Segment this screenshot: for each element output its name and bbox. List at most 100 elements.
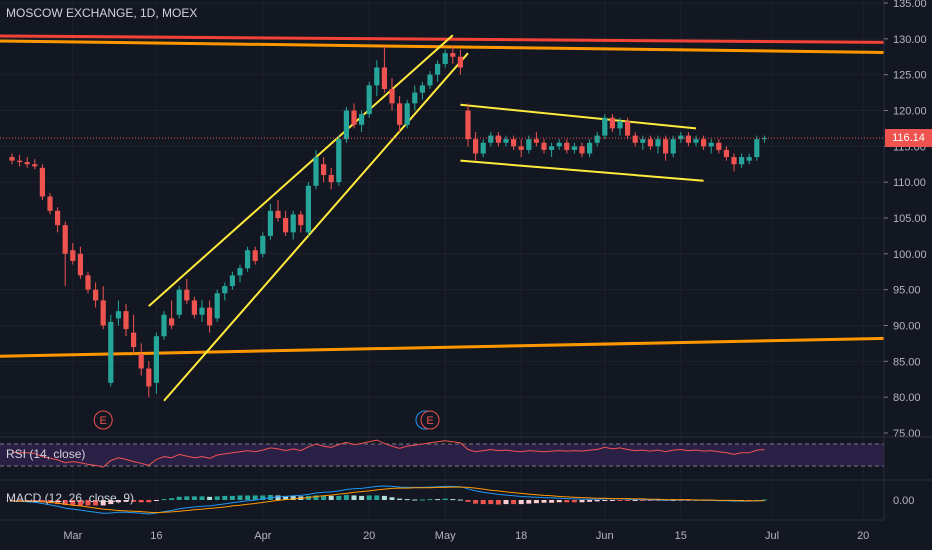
candle-46 (359, 110, 365, 132)
macd-histogram-bar-7 (62, 500, 68, 506)
candle-body (146, 368, 152, 387)
price-axis[interactable]: 75.00 80.00 85.00 90.00 95.00 100.00 105.00 110… (883, 0, 932, 550)
price-tick-label-6: 105.00 (893, 213, 927, 225)
candle-body (115, 311, 121, 319)
macd-histogram-bar-15 (123, 500, 129, 502)
candle-body (450, 53, 456, 57)
candle-body (138, 354, 144, 369)
time-tick-label-7: Jun (596, 530, 614, 542)
macd-histogram-bar-3 (32, 500, 38, 502)
macd-histogram-bar-21 (169, 498, 175, 500)
macd-pane[interactable] (9, 485, 767, 515)
candle-73 (564, 139, 570, 154)
candle-body (374, 67, 380, 86)
candle-15 (123, 304, 129, 337)
price-tick-label-4: 95.00 (893, 285, 921, 297)
candle-body (131, 332, 137, 347)
candle-body (298, 214, 304, 226)
candle-body (571, 146, 577, 150)
candle-body (93, 289, 99, 301)
time-tick-label-10: 20 (857, 530, 869, 542)
candle-body (609, 117, 615, 129)
macd-histogram-bar-37 (290, 495, 296, 500)
price-tick-label-10: 125.00 (893, 70, 927, 82)
candle-99 (761, 135, 767, 143)
candle-60 (465, 103, 471, 147)
candle-82 (632, 132, 638, 147)
rsi-label[interactable]: RSI (14, close) (6, 447, 86, 461)
candle-body (670, 139, 676, 154)
candle-body (381, 67, 387, 89)
macd-histogram-bar-8 (70, 500, 76, 506)
candle-77 (594, 132, 600, 147)
macd-histogram-bar-60 (465, 500, 471, 502)
candle-body (283, 218, 289, 233)
candle-51 (397, 96, 403, 132)
candle-9 (77, 246, 83, 279)
macd-histogram-bar-49 (381, 495, 387, 500)
rsi-line (11, 439, 765, 468)
candle-body (77, 253, 83, 276)
earnings-circle (420, 410, 440, 430)
candle-body (351, 110, 357, 125)
last-price-badge: 116.14 (885, 129, 932, 148)
candle-body (549, 146, 555, 150)
macd-histogram-bar-66 (511, 500, 517, 505)
time-axis[interactable]: 17Mar16Apr20May18Jun15Jul20 (0, 519, 884, 542)
candle-body (275, 210, 281, 218)
candle-88 (678, 132, 684, 143)
earnings-label: E (100, 415, 107, 427)
chart-title: MOSCOW EXCHANGE, 1D, MOEX (6, 6, 198, 20)
candle-24 (191, 296, 197, 319)
macd-histogram-bar-16 (131, 500, 137, 502)
macd-histogram-bar-70 (541, 500, 547, 503)
candle-33 (260, 232, 266, 258)
candle-95 (731, 153, 737, 172)
macd-histogram-bar-61 (473, 500, 479, 504)
candle-98 (754, 135, 760, 161)
candle-body (24, 162, 30, 165)
candle-56 (435, 60, 441, 82)
macd-histogram-bar-44 (343, 494, 349, 500)
candle-body (632, 135, 638, 143)
candle-96 (739, 153, 745, 168)
candle-body (389, 89, 395, 104)
candle-39 (305, 182, 311, 236)
candle-body (17, 160, 23, 163)
macd-histogram-bar-25 (199, 496, 205, 500)
trend-lines (0, 34, 887, 402)
falling-channel-lower (460, 159, 704, 182)
candle-25 (199, 300, 205, 322)
macd-histogram-bar-50 (389, 497, 395, 500)
candle-42 (328, 167, 334, 190)
candles[interactable] (9, 46, 767, 398)
candle-body (199, 307, 205, 315)
price-tick-label-3: 90.00 (893, 321, 921, 333)
candle-62 (480, 139, 486, 158)
candle-55 (427, 71, 433, 89)
time-tick-label-8: 15 (675, 530, 687, 542)
candle-69 (533, 132, 539, 147)
candle-body (579, 146, 585, 154)
candle-body (313, 157, 319, 186)
candle-body (404, 103, 410, 125)
macd-histogram-bar-30 (237, 495, 243, 500)
macd-histogram-bar-23 (184, 496, 190, 500)
candle-79 (609, 114, 615, 132)
candle-45 (351, 103, 357, 129)
candle-10 (85, 271, 91, 294)
candle-body (480, 142, 486, 154)
macd-histogram-bar-19 (153, 500, 159, 501)
candle-71 (549, 142, 555, 158)
candle-89 (685, 132, 691, 147)
macd-histogram-bar-46 (359, 495, 365, 500)
candle-5 (47, 192, 53, 215)
candle-48 (374, 60, 380, 97)
rsi-pane[interactable] (0, 439, 884, 468)
macd-label[interactable]: MACD (12, 26, close, 9) (6, 491, 135, 505)
candle-body (556, 142, 562, 147)
candle-87 (670, 135, 676, 158)
candle-body (419, 85, 425, 93)
